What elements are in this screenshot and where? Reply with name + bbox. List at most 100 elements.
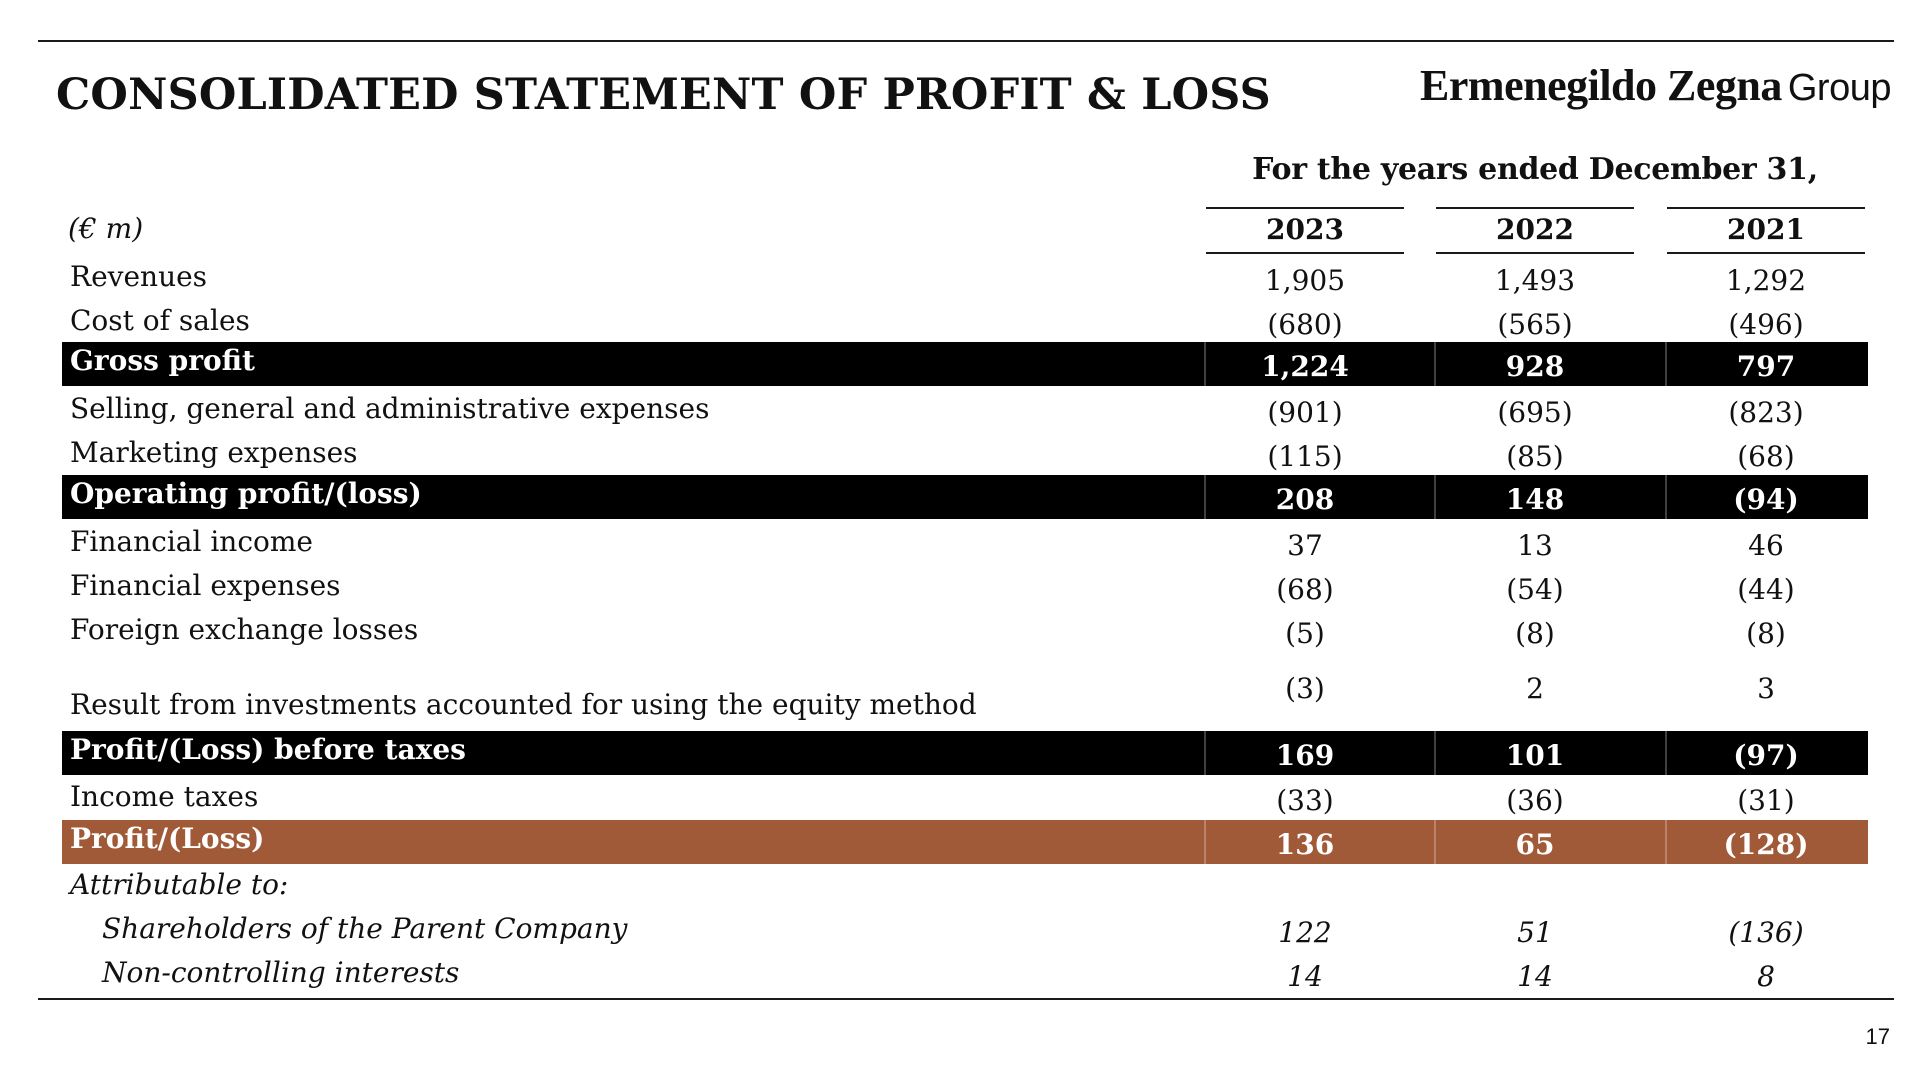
top-rule (38, 40, 1894, 42)
column-separator (1434, 731, 1436, 775)
value-2021: (823) (1728, 396, 1804, 429)
column-separator (1665, 820, 1667, 864)
row-label: Selling, general and administrative expe… (70, 392, 710, 425)
row-label: Cost of sales (70, 304, 250, 337)
row-cost-of-sales: Cost of sales (680) (565) (496) (62, 300, 1868, 344)
column-separator (1204, 731, 1206, 775)
value-2022: (85) (1506, 440, 1564, 473)
value-2022: (36) (1506, 784, 1564, 817)
row-label: Financial expenses (70, 569, 341, 602)
value-2022: 13 (1517, 529, 1553, 562)
value-2023: (5) (1285, 617, 1325, 650)
year-header-2022: 2022 (1496, 213, 1574, 246)
row-profit-before-taxes: Profit/(Loss) before taxes 169 101 (97) (62, 731, 1868, 775)
period-underline (1667, 207, 1865, 209)
value-2021: (68) (1737, 440, 1795, 473)
value-2021: (97) (1733, 739, 1799, 772)
page-title: CONSOLIDATED STATEMENT OF PROFIT & LOSS (56, 70, 1271, 120)
row-shareholders-parent: Shareholders of the Parent Company 122 5… (62, 908, 1868, 952)
row-financial-income: Financial income 37 13 46 (62, 521, 1868, 565)
row-equity-investments: Result from investments accounted for us… (62, 672, 1868, 732)
brand-name: Ermenegildo Zegna (1420, 61, 1782, 110)
row-operating-profit: Operating profit/(loss) 208 148 (94) (62, 475, 1868, 519)
value-2021: 8 (1757, 960, 1775, 993)
row-sga-expenses: Selling, general and administrative expe… (62, 388, 1868, 432)
brand-suffix: Group (1787, 67, 1892, 109)
value-2023: 14 (1287, 960, 1323, 993)
column-separator (1665, 731, 1667, 775)
column-separator (1434, 475, 1436, 519)
row-label: Attributable to: (70, 868, 289, 901)
year-underline (1206, 252, 1404, 254)
value-2022: (8) (1515, 617, 1555, 650)
row-label: Foreign exchange losses (70, 613, 419, 646)
value-2021: (136) (1728, 916, 1804, 949)
column-separator (1434, 820, 1436, 864)
value-2023: (68) (1276, 573, 1334, 606)
row-fx-losses: Foreign exchange losses (5) (8) (8) (62, 609, 1868, 653)
row-label: Result from investments accounted for us… (70, 688, 977, 721)
row-label: Financial income (70, 525, 313, 558)
value-2021: (44) (1737, 573, 1795, 606)
value-2022: (695) (1497, 396, 1573, 429)
period-underline (1436, 207, 1634, 209)
row-revenues: Revenues 1,905 1,493 1,292 (62, 256, 1868, 300)
value-2023: (115) (1267, 440, 1343, 473)
column-separator (1665, 342, 1667, 386)
value-2022: 65 (1515, 828, 1555, 861)
row-income-taxes: Income taxes (33) (36) (31) (62, 776, 1868, 820)
row-marketing-expenses: Marketing expenses (115) (85) (68) (62, 432, 1868, 476)
value-2022: 1,493 (1494, 264, 1576, 297)
value-2021: (128) (1723, 828, 1809, 861)
value-2022: 51 (1517, 916, 1553, 949)
row-label: Operating profit/(loss) (70, 477, 422, 510)
row-label: Profit/(Loss) before taxes (70, 733, 466, 766)
value-2022: 2 (1526, 672, 1544, 705)
row-label: Shareholders of the Parent Company (102, 912, 628, 945)
value-2021: (8) (1746, 617, 1786, 650)
value-2023: 1,905 (1264, 264, 1346, 297)
value-2021: (94) (1733, 483, 1799, 516)
value-2021: 1,292 (1725, 264, 1807, 297)
value-2023: 122 (1278, 916, 1332, 949)
row-label: Income taxes (70, 780, 259, 813)
row-label: Non-controlling interests (102, 956, 460, 989)
brand-logo: Ermenegildo Zegna Group (1420, 60, 1891, 111)
unit-label: (€ m) (68, 212, 144, 245)
row-profit-loss: Profit/(Loss) 136 65 (128) (62, 820, 1868, 864)
value-2023: (33) (1276, 784, 1334, 817)
value-2021: (31) (1737, 784, 1795, 817)
column-separator (1204, 342, 1206, 386)
row-label: Profit/(Loss) (70, 822, 265, 855)
value-2023: 37 (1287, 529, 1323, 562)
value-2022: 148 (1505, 483, 1565, 516)
year-header-2021: 2021 (1727, 213, 1805, 246)
row-gross-profit: Gross profit 1,224 928 797 (62, 342, 1868, 386)
column-separator (1665, 475, 1667, 519)
column-separator (1204, 820, 1206, 864)
value-2022: 101 (1505, 739, 1565, 772)
value-2023: 136 (1275, 828, 1335, 861)
value-2023: 1,224 (1261, 350, 1349, 383)
page-number: 17 (1865, 1024, 1890, 1049)
value-2022: (54) (1506, 573, 1564, 606)
value-2023: 208 (1275, 483, 1335, 516)
value-2021: (496) (1728, 308, 1804, 341)
row-label: Gross profit (70, 344, 255, 377)
period-header: For the years ended December 31, (1252, 152, 1818, 187)
value-2022: (565) (1497, 308, 1573, 341)
value-2022: 928 (1505, 350, 1565, 383)
year-underline (1436, 252, 1634, 254)
column-separator (1434, 342, 1436, 386)
bottom-rule (38, 998, 1894, 1000)
row-label: Revenues (70, 260, 208, 293)
row-label: Marketing expenses (70, 436, 358, 469)
period-underline (1206, 207, 1404, 209)
year-underline (1667, 252, 1865, 254)
year-header-2023: 2023 (1266, 213, 1344, 246)
row-non-controlling-interests: Non-controlling interests 14 14 8 (62, 952, 1868, 996)
column-separator (1204, 475, 1206, 519)
value-2021: 3 (1757, 672, 1775, 705)
row-financial-expenses: Financial expenses (68) (54) (44) (62, 565, 1868, 609)
value-2021: 46 (1748, 529, 1784, 562)
